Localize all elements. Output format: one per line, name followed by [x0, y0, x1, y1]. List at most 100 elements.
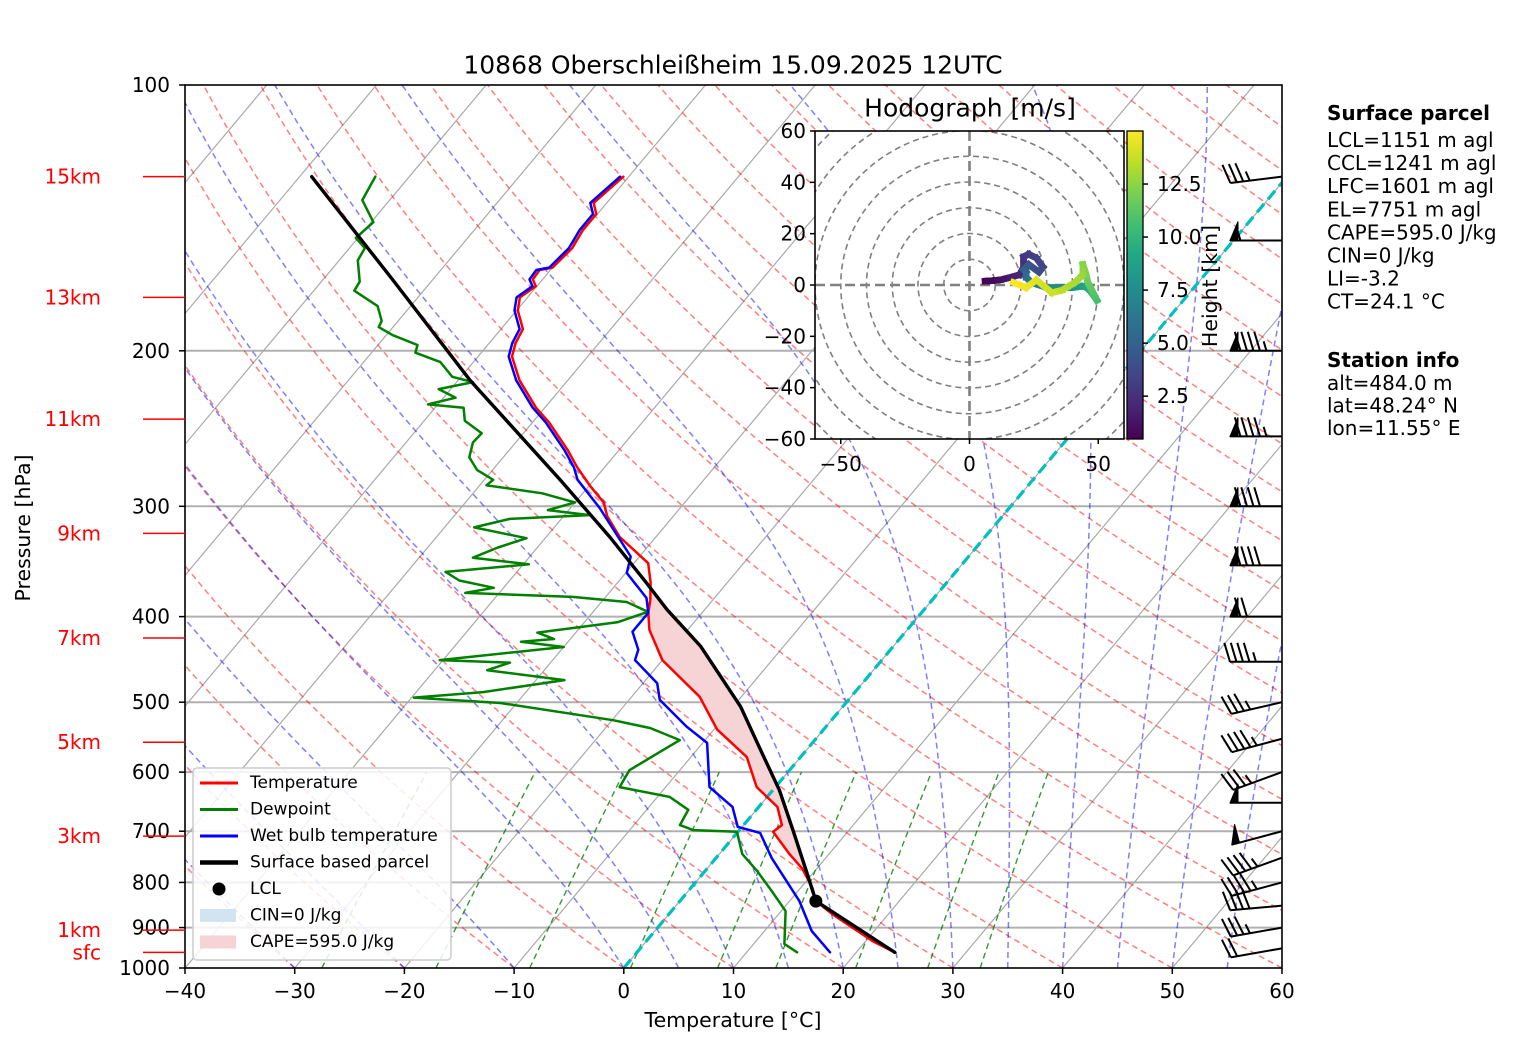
- hodograph-y-tick-label: −20: [764, 324, 806, 348]
- wind-barb: [1220, 768, 1283, 791]
- wind-barb-full: [1242, 642, 1251, 663]
- dry-adiabat: [316, 85, 1282, 912]
- wind-barb-full: [1234, 890, 1245, 910]
- moist-adiabat: [185, 463, 625, 968]
- wind-barb-full: [1238, 852, 1253, 870]
- hodograph-segment: [1009, 278, 1021, 288]
- x-tick-label: −10: [493, 979, 535, 1003]
- wind-barb-full: [1234, 162, 1245, 182]
- wind-barb: [1229, 331, 1282, 352]
- hodograph-y-tick-label: 0: [793, 273, 806, 297]
- y-tick-label: 400: [132, 605, 170, 629]
- cape-cin-shading: [648, 588, 810, 883]
- wind-barb: [1220, 729, 1283, 754]
- y-tick-label: 900: [132, 916, 170, 940]
- dewpoint-line: [353, 175, 799, 954]
- hodograph-x-tick-label: 50: [1086, 452, 1111, 476]
- parcel-line: [310, 174, 897, 954]
- legend-label: CIN=0 J/kg: [250, 906, 341, 926]
- wind-barb-staff: [1231, 701, 1283, 715]
- x-tick-label: 60: [1269, 979, 1294, 1003]
- x-tick-label: −30: [274, 979, 316, 1003]
- hodograph-y-tick-label: 40: [781, 170, 806, 194]
- wetbulb-line: [507, 175, 832, 954]
- wind-barb-half: [1262, 341, 1268, 352]
- legend: Temperature Dewpoint Wet bulb temperature S…: [192, 767, 452, 961]
- wind-barb-full: [1239, 873, 1252, 892]
- dry-adiabat: [185, 364, 844, 968]
- wind-barb-full: [1233, 487, 1242, 507]
- moist-adiabat: [1171, 301, 1282, 968]
- y-tick-label: 500: [132, 690, 170, 714]
- wind-barb: [1221, 889, 1283, 912]
- wind-barb: [1220, 916, 1283, 938]
- mixing-ratio-line: [629, 771, 720, 968]
- chart-title: 10868 Oberschleißheim 15.09.2025 12UTC: [463, 51, 1002, 80]
- hodograph-title: Hodograph [m/s]: [864, 94, 1076, 123]
- moist-adiabat: [274, 85, 844, 968]
- wind-barb-full: [1220, 918, 1232, 938]
- colorbar-tick-label: 5.0: [1157, 331, 1189, 355]
- reference-lines: [185, 85, 1282, 968]
- surface-parcel-stat: CCL=1241 m agl: [1327, 151, 1496, 175]
- moist-adiabat: [185, 101, 790, 968]
- moist-adiabat: [401, 85, 899, 968]
- lcl-marker: [809, 894, 823, 908]
- wind-barb-half: [1244, 923, 1251, 934]
- wind-barb-full: [1220, 773, 1234, 791]
- wind-barb-full: [1227, 163, 1238, 183]
- hodograph-inset: Hodograph [m/s] Height [km] −50 0 50 −60 −40…: [764, 94, 1222, 477]
- wind-barb-full: [1233, 546, 1242, 566]
- surface-parcel-stat: LFC=1601 m agl: [1327, 174, 1494, 198]
- legend-label: Dewpoint: [250, 800, 331, 820]
- wind-barb-full: [1246, 487, 1255, 507]
- dry-adiabat: [430, 85, 1282, 801]
- legend-entry: CAPE=595.0 J/kg: [200, 932, 394, 952]
- wind-barb-full: [1220, 734, 1233, 753]
- wind-barb-flag: [1229, 783, 1239, 804]
- dry-adiabat: [373, 85, 1282, 856]
- dry-adiabat: [714, 85, 1282, 542]
- cape-area: [648, 588, 810, 883]
- y-tick-label: 200: [132, 339, 170, 363]
- wind-barb-full: [1221, 164, 1232, 184]
- legend-frame: [192, 767, 452, 961]
- wind-barb-half: [1244, 171, 1251, 182]
- wind-barb-full: [1233, 875, 1246, 894]
- surface-parcel-stat: EL=7751 m agl: [1327, 197, 1481, 221]
- legend-entry: Surface based parcel: [200, 853, 429, 873]
- colorbar-tick-label: 2.5: [1157, 384, 1189, 408]
- surface-parcel-stat: LI=-3.2: [1327, 267, 1400, 291]
- colorbar-tick-label: 10.0: [1157, 225, 1202, 249]
- height-label: 3km: [57, 824, 101, 848]
- hodograph-x-tick-label: 0: [963, 452, 976, 476]
- station-info-heading: Station info: [1327, 348, 1459, 372]
- y-tick-label: 700: [132, 819, 170, 843]
- wind-barb-staff: [1230, 947, 1283, 959]
- x-tick-label: 10: [721, 979, 746, 1003]
- colorbar-tick-label: 7.5: [1157, 278, 1189, 302]
- wind-barb-full: [1233, 916, 1245, 935]
- hodograph-x-tick-label: −50: [820, 452, 862, 476]
- wind-barb-full: [1253, 546, 1261, 566]
- wind-barb-half: [1252, 651, 1257, 663]
- dry-adiabat: [998, 85, 1282, 306]
- dry-adiabat: [185, 156, 1063, 968]
- legend-swatch-marker: [212, 882, 226, 896]
- surface-parcel-stat: CT=24.1 °C: [1327, 290, 1445, 314]
- wind-barb: [1229, 783, 1282, 804]
- hodograph-plot-area: [815, 131, 1124, 439]
- x-tick-label: 40: [1050, 979, 1075, 1003]
- wind-barb-staff: [1232, 856, 1283, 877]
- height-label: 15km: [44, 165, 101, 189]
- wind-barb-half: [1250, 736, 1258, 746]
- wind-barb: [1220, 852, 1283, 877]
- wind-barb-staff: [1231, 830, 1283, 846]
- moist-adiabat: [1116, 85, 1209, 968]
- wind-barb-half: [1244, 700, 1252, 710]
- surface-parcel-stat: CAPE=595.0 J/kg: [1327, 220, 1497, 244]
- wind-barb-full: [1246, 546, 1255, 566]
- wind-barb-full: [1253, 417, 1261, 437]
- wind-barb-full: [1226, 733, 1239, 752]
- wind-barb: [1229, 221, 1282, 242]
